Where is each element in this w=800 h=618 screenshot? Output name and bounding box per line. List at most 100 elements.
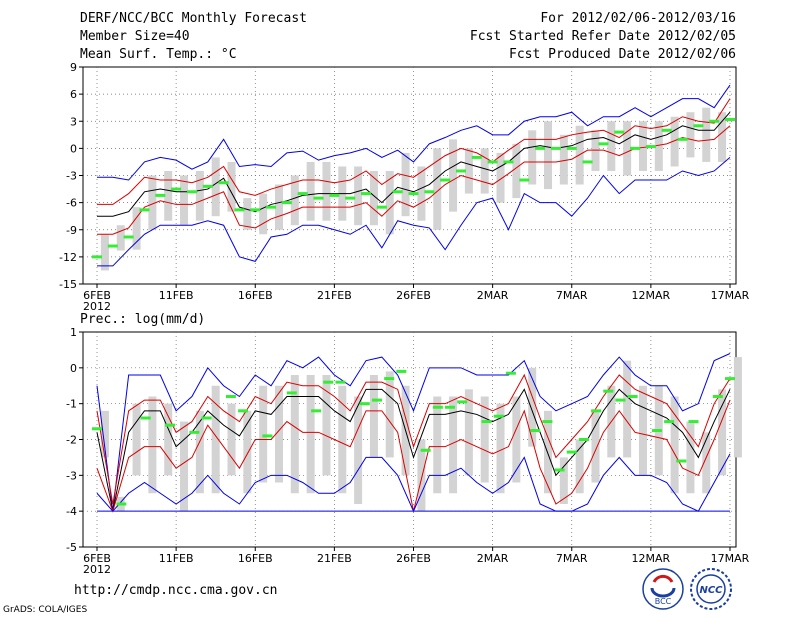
ensemble-box <box>638 385 647 476</box>
temperature-panel: 9 6 3 0 -3 -6 -9 -12 -15 6FEB 11FEB 16FEB 21FEB 26FEB… <box>59 61 750 313</box>
member-size: Member Size=40 <box>80 29 190 44</box>
ensemble-box <box>433 148 442 230</box>
x-year-label: 2012 <box>83 300 111 313</box>
ensemble-box <box>385 170 394 235</box>
ensemble-box <box>243 198 252 230</box>
series-max <box>97 84 731 181</box>
ensemble-box <box>164 403 173 476</box>
ensemble-box <box>354 396 363 504</box>
ensemble-box <box>718 389 727 476</box>
x-tick-label: 7MAR <box>556 289 588 302</box>
ensemble-box <box>369 170 378 226</box>
series-mean <box>97 111 731 217</box>
ensemble-box <box>575 439 584 494</box>
ensemble-box <box>195 170 204 221</box>
ensemble-box <box>195 410 204 494</box>
ensemble-box <box>417 166 426 221</box>
ensemble-box <box>464 148 473 194</box>
ensemble-box <box>116 225 125 251</box>
y-tick-label: -2 <box>66 434 77 447</box>
series-min <box>97 157 731 267</box>
ensemble-box <box>623 121 632 176</box>
ensemble-box <box>496 403 505 494</box>
ensemble-box <box>243 410 252 494</box>
bcc-logo-text: BCC <box>655 597 672 606</box>
x-tick-label: 21FEB <box>317 289 352 302</box>
grads-credit: GrADS: COLA/IGES <box>3 605 88 615</box>
ensemble-box <box>322 161 331 221</box>
ensemble-box <box>227 161 236 212</box>
x-tick-label: 16FEB <box>238 552 273 565</box>
series-min <box>96 453 731 513</box>
ensemble-box <box>559 457 568 504</box>
ensemble-box <box>306 375 315 494</box>
ensemble-box <box>132 403 141 476</box>
ensemble-box <box>449 396 458 494</box>
x-tick-label: 6FEB <box>83 289 111 302</box>
ensemble-box <box>401 152 410 217</box>
ncc-logo-text: NCC <box>699 585 723 596</box>
ensemble-box <box>544 121 553 190</box>
ensemble-box <box>623 360 632 458</box>
y-tick-label: -15 <box>59 278 77 291</box>
bcc-logo-icon: BCC <box>642 568 684 610</box>
ensemble-box <box>702 107 711 162</box>
ensemble-box <box>559 134 568 185</box>
x-tick-label: 2MAR <box>477 289 509 302</box>
ensemble-box <box>654 121 663 171</box>
ensemble-box <box>449 139 458 212</box>
x-tick-label: 6FEB <box>83 552 111 565</box>
ensemble-box <box>132 207 141 250</box>
ensemble-box <box>607 121 616 171</box>
ensemble-box <box>259 193 268 235</box>
precipitation-panel: 1 0 -1 -2 -3 -4 -5 6FEB 11FEB 16FEB 21FEB 26FEB 2MAR… <box>66 326 750 576</box>
y-tick-label: -9 <box>66 224 77 237</box>
y-tick-label: 0 <box>70 362 77 375</box>
y-tick-label: -4 <box>66 505 77 518</box>
ensemble-box <box>274 385 283 483</box>
x-tick-label: 12MAR <box>632 552 671 565</box>
ensemble-box <box>148 175 157 230</box>
ncc-logo-icon: NCC <box>690 568 732 610</box>
ensemble-box <box>306 161 315 221</box>
x-tick-label: 17MAR <box>711 552 750 565</box>
ensemble-box <box>322 375 331 476</box>
series-upper <box>96 373 731 505</box>
ensemble-box <box>512 396 521 483</box>
ensemble-box <box>148 396 157 494</box>
ensemble-box <box>100 234 109 271</box>
x-tick-label: 7MAR <box>556 552 588 565</box>
y-tick-label: -3 <box>66 170 77 183</box>
x-tick-label: 11FEB <box>159 289 194 302</box>
ensemble-box <box>290 375 299 494</box>
ensemble-box <box>338 385 347 494</box>
y-tick-label: -3 <box>66 469 77 482</box>
ensemble-box <box>227 403 236 476</box>
ensemble-box <box>211 385 220 494</box>
ensemble-box <box>433 396 442 494</box>
ensemble-box <box>354 166 363 226</box>
y-tick-label: 0 <box>70 142 77 155</box>
y-tick-label: -1 <box>66 398 77 411</box>
x-year-label: 2012 <box>83 563 111 576</box>
ensemble-box <box>385 371 394 458</box>
x-tick-label: 11FEB <box>159 552 194 565</box>
precip-title: Prec.: log(mm/d) <box>80 312 205 327</box>
x-tick-label: 26FEB <box>396 289 431 302</box>
ensemble-box <box>512 143 521 199</box>
variable-label: Mean Surf. Temp.: °C <box>80 47 237 62</box>
ensemble-box <box>670 396 679 494</box>
footer-url[interactable]: http://cmdp.ncc.cma.gov.cn <box>74 583 278 598</box>
y-tick-label: -12 <box>59 251 77 264</box>
forecast-period: For 2012/02/06-2012/03/16 <box>540 11 736 26</box>
ensemble-box <box>638 121 647 171</box>
y-tick-label: -6 <box>66 197 77 210</box>
series-upper <box>97 98 731 205</box>
ensemble-box <box>718 112 727 162</box>
ensemble-box <box>702 432 711 494</box>
ensemble-box <box>670 116 679 167</box>
y-tick-label: 9 <box>70 61 77 74</box>
x-tick-label: 16FEB <box>238 289 273 302</box>
ensemble-box <box>274 184 283 230</box>
